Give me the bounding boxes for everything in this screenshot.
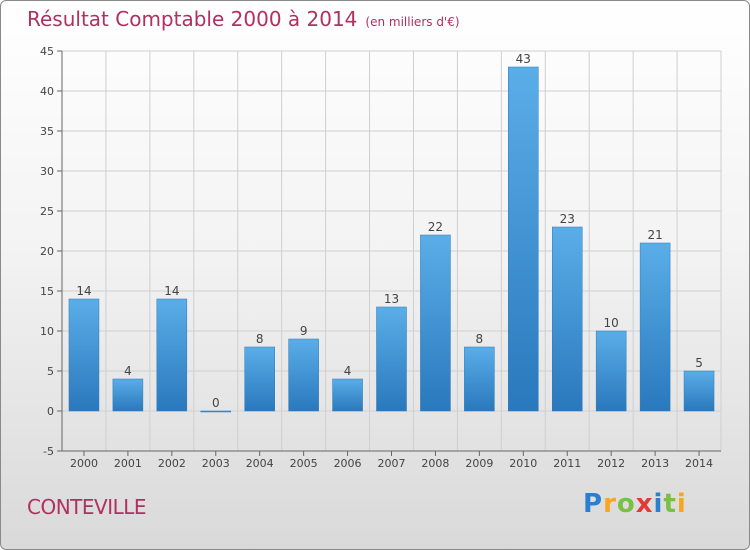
x-tick-label: 2006 <box>334 457 362 470</box>
bar <box>464 346 495 412</box>
data-label: 14 <box>164 284 179 298</box>
bar <box>639 242 671 412</box>
y-tick-label: 45 <box>40 45 54 58</box>
x-tick-label: 2003 <box>202 457 230 470</box>
title-text: Résultat Comptable 2000 à 2014 <box>27 7 358 31</box>
data-label: 14 <box>76 284 91 298</box>
logo-letter: i <box>676 489 687 519</box>
logo-letter: o <box>616 489 636 519</box>
chart-title: Résultat Comptable 2000 à 2014 (en millie… <box>27 7 460 31</box>
logo-letter: i <box>653 489 664 519</box>
bar <box>376 306 407 412</box>
y-tick-label: 5 <box>47 365 54 378</box>
x-tick-label: 2011 <box>553 457 581 470</box>
logo-letter: t <box>663 489 677 519</box>
place-name: CONTEVILLE <box>27 495 147 519</box>
x-tick-label: 2014 <box>685 457 713 470</box>
x-tick-label: 2000 <box>70 457 98 470</box>
x-tick-label: 2007 <box>378 457 406 470</box>
y-tick-label: 0 <box>47 405 54 418</box>
x-tick-label: 2008 <box>421 457 449 470</box>
data-label: 43 <box>516 52 531 66</box>
data-label: 9 <box>300 324 308 338</box>
bar <box>200 410 232 413</box>
x-tick-label: 2005 <box>290 457 318 470</box>
bar <box>332 378 363 412</box>
x-tick-label: 2009 <box>465 457 493 470</box>
x-tick-label: 2002 <box>158 457 186 470</box>
data-label: 22 <box>428 220 443 234</box>
bar <box>112 378 144 412</box>
x-tick-label: 2012 <box>597 457 625 470</box>
data-label: 4 <box>124 364 132 378</box>
data-label: 21 <box>647 228 662 242</box>
data-label: 23 <box>560 212 575 226</box>
bar <box>244 346 275 412</box>
x-tick-label: 2004 <box>246 457 274 470</box>
y-tick-label: 15 <box>40 285 54 298</box>
bar <box>68 298 100 412</box>
data-label: 5 <box>695 356 703 370</box>
x-tick-label: 2010 <box>509 457 537 470</box>
data-label: 10 <box>604 316 619 330</box>
y-tick-label: 40 <box>40 85 54 98</box>
logo-letter: P <box>583 489 604 519</box>
data-label: 8 <box>256 332 264 346</box>
bar <box>420 234 451 412</box>
x-tick-label: 2013 <box>641 457 669 470</box>
data-label: 13 <box>384 292 399 306</box>
logo-letter: r <box>603 489 617 519</box>
x-tick-label: 2001 <box>114 457 142 470</box>
y-tick-label: 10 <box>40 325 54 338</box>
y-tick-label: -5 <box>43 445 54 458</box>
bar <box>508 66 539 412</box>
bar <box>551 226 583 412</box>
y-tick-label: 25 <box>40 205 54 218</box>
y-tick-label: 20 <box>40 245 54 258</box>
data-label: 8 <box>476 332 484 346</box>
chart-subtitle: (en milliers d'€) <box>365 15 460 29</box>
bar <box>288 338 319 412</box>
bar <box>595 330 627 412</box>
proxiti-logo: Proxiti <box>583 489 687 519</box>
logo-letter: x <box>635 489 654 519</box>
data-label: 4 <box>344 364 352 378</box>
y-tick-label: 30 <box>40 165 54 178</box>
data-label: 0 <box>212 396 220 410</box>
bar <box>683 370 715 412</box>
y-tick-label: 35 <box>40 125 54 138</box>
bar <box>156 298 188 412</box>
